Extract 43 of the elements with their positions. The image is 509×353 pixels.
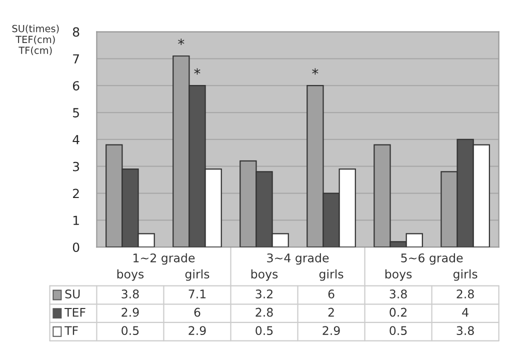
data-label: 0.2 — [390, 308, 406, 317]
data-label: 0.5 — [122, 326, 139, 336]
data-label: 2.9 — [322, 326, 340, 336]
data-label: 2.9 — [188, 326, 206, 336]
y-tick-label: 2 — [73, 188, 79, 198]
x-tick-label: girls — [319, 269, 344, 281]
y-tick-label: 1 — [73, 216, 79, 225]
legend-label: TEF — [64, 308, 86, 317]
data-label: 2.8 — [256, 308, 273, 317]
y-axis-title: SU(times) TEF(cm) TF(cm) — [12, 24, 59, 56]
text: 1~2 grade — [134, 253, 195, 265]
y-tick-label: 7 — [73, 54, 79, 64]
legend-label: SU — [65, 290, 80, 298]
data-label: 3.8 — [122, 290, 139, 298]
data-label: 2 — [328, 308, 334, 317]
x-tick-label: boys — [117, 269, 144, 281]
data-label: 6 — [328, 290, 334, 298]
y-tick-label: 5 — [73, 108, 79, 118]
data-label: 3.2 — [256, 290, 272, 298]
x-tick-label: boys — [385, 269, 412, 281]
x-tick-label: boys — [251, 269, 278, 281]
legend-label: TF — [64, 326, 78, 335]
data-label: 0.5 — [390, 326, 407, 336]
y-tick-label: 4 — [72, 135, 80, 144]
y-tick-label: 0 — [72, 242, 80, 252]
y-tick-label: 6 — [72, 81, 80, 91]
data-label: 2.9 — [122, 308, 139, 317]
annotation: * — [312, 68, 318, 75]
y-tick-label: 3 — [73, 162, 80, 172]
text: 3~4 grade — [267, 253, 329, 265]
annotation: * — [178, 38, 184, 45]
data-label: 6 — [194, 308, 200, 317]
data-label: 2.8 — [456, 290, 474, 298]
text: 5~6 grade — [401, 253, 463, 265]
data-label: 3.8 — [456, 326, 474, 336]
data-label: 7.1 — [188, 290, 206, 298]
data-label: 4 — [462, 308, 468, 317]
data-label: 3.8 — [390, 290, 407, 298]
y-tick-label: 8 — [72, 27, 80, 37]
annotation: * — [194, 68, 200, 75]
x-tick-label: girls — [453, 269, 478, 281]
data-label: 0.5 — [256, 326, 273, 336]
x-tick-label: girls — [185, 269, 210, 281]
